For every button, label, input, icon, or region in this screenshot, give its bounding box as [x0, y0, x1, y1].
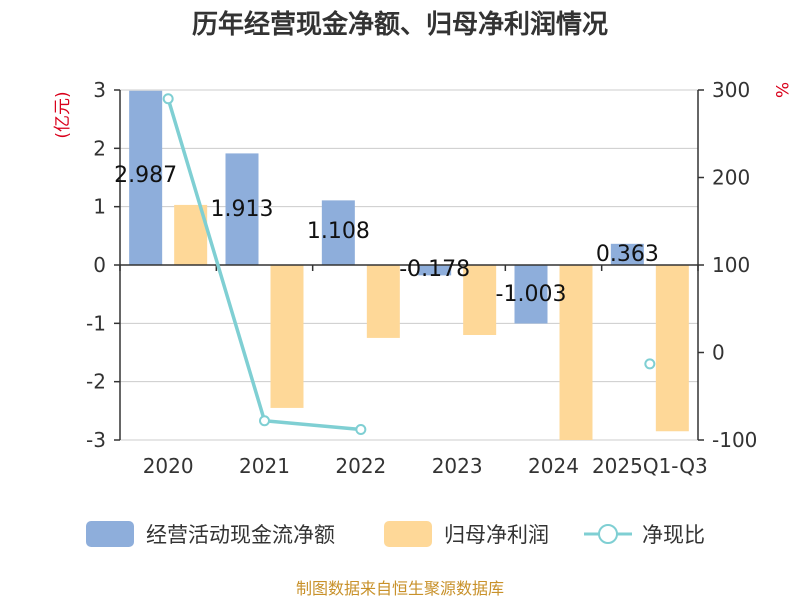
x-tick-label: 2023: [432, 454, 483, 478]
legend-label-net-profit: 归母净利润: [444, 523, 549, 547]
ratio-point: [644, 358, 656, 370]
left-tick-label: 0: [93, 253, 106, 277]
data-labels: 2.987 1.913 1.108 -0.178 -1.003 0.363: [114, 163, 659, 307]
gridlines: [120, 89, 698, 441]
cashflow-bar: [225, 153, 259, 265]
right-tick-label: 300: [712, 78, 750, 102]
data-source: 制图数据来自恒生聚源数据库: [296, 579, 504, 598]
net-profit-bar: [366, 265, 400, 338]
right-tick-label: 0: [712, 341, 725, 365]
legend-swatch-net-profit: [384, 521, 432, 547]
left-tick-label: 2: [93, 136, 106, 160]
cashflow-data-label: -1.003: [496, 282, 567, 307]
cashflow-data-label: -0.178: [399, 257, 470, 282]
cashflow-data-label: 2.987: [114, 163, 177, 188]
net-profit-bar: [559, 265, 593, 440]
net-profit-bar: [655, 265, 689, 432]
ratio-point: [259, 415, 270, 427]
x-tick-label: 2024: [528, 454, 579, 478]
right-axis-unit: %: [771, 82, 791, 98]
chart-title: 历年经营现金净额、归母净利润情况: [192, 9, 608, 40]
cashflow-bar: [321, 200, 355, 265]
left-tick-label: -1: [86, 311, 106, 335]
ratio-point: [162, 93, 174, 105]
legend-label-ratio: 净现比: [642, 523, 705, 547]
x-tick-label: 2020: [143, 454, 194, 478]
x-tick-label: 2021: [239, 454, 290, 478]
legend-swatch-cashflow: [86, 521, 134, 547]
left-tick-label: -3: [86, 428, 106, 452]
left-axis-unit: (亿元): [53, 91, 73, 138]
x-tick-label: 2022: [335, 454, 386, 478]
left-tick-label: 3: [93, 78, 106, 102]
net-profit-bar: [270, 265, 304, 408]
ratio-line: [162, 93, 656, 435]
cashflow-bar: [514, 265, 548, 324]
left-tick-label: 1: [93, 195, 106, 219]
cashflow-data-label: 1.913: [211, 197, 274, 222]
cashflow-data-label: 1.108: [307, 219, 370, 244]
cashflow-bar: [129, 90, 163, 265]
left-tick-label: -2: [86, 370, 106, 394]
legend-label-cashflow: 经营活动现金流净额: [146, 523, 335, 547]
net-profit-bar: [463, 265, 497, 335]
cashflow-bar: [610, 243, 644, 265]
right-tick-label: -100: [712, 428, 757, 452]
right-tick-label: 200: [712, 166, 750, 190]
axes: 3 2 1 0 -1 -2 -3 300 200 100 0 -100 2020 2021 2022 2023…: [86, 78, 757, 478]
cashflow-data-label: 0.363: [596, 242, 659, 267]
ratio-point: [355, 424, 367, 435]
right-tick-label: 100: [712, 253, 750, 277]
cashflow-bar: [418, 265, 452, 276]
legend-swatch-ratio-marker: [598, 524, 618, 544]
x-tick-label: 2025Q1-Q3: [592, 454, 708, 478]
legend: 经营活动现金流净额 归母净利润 净现比: [86, 521, 705, 547]
